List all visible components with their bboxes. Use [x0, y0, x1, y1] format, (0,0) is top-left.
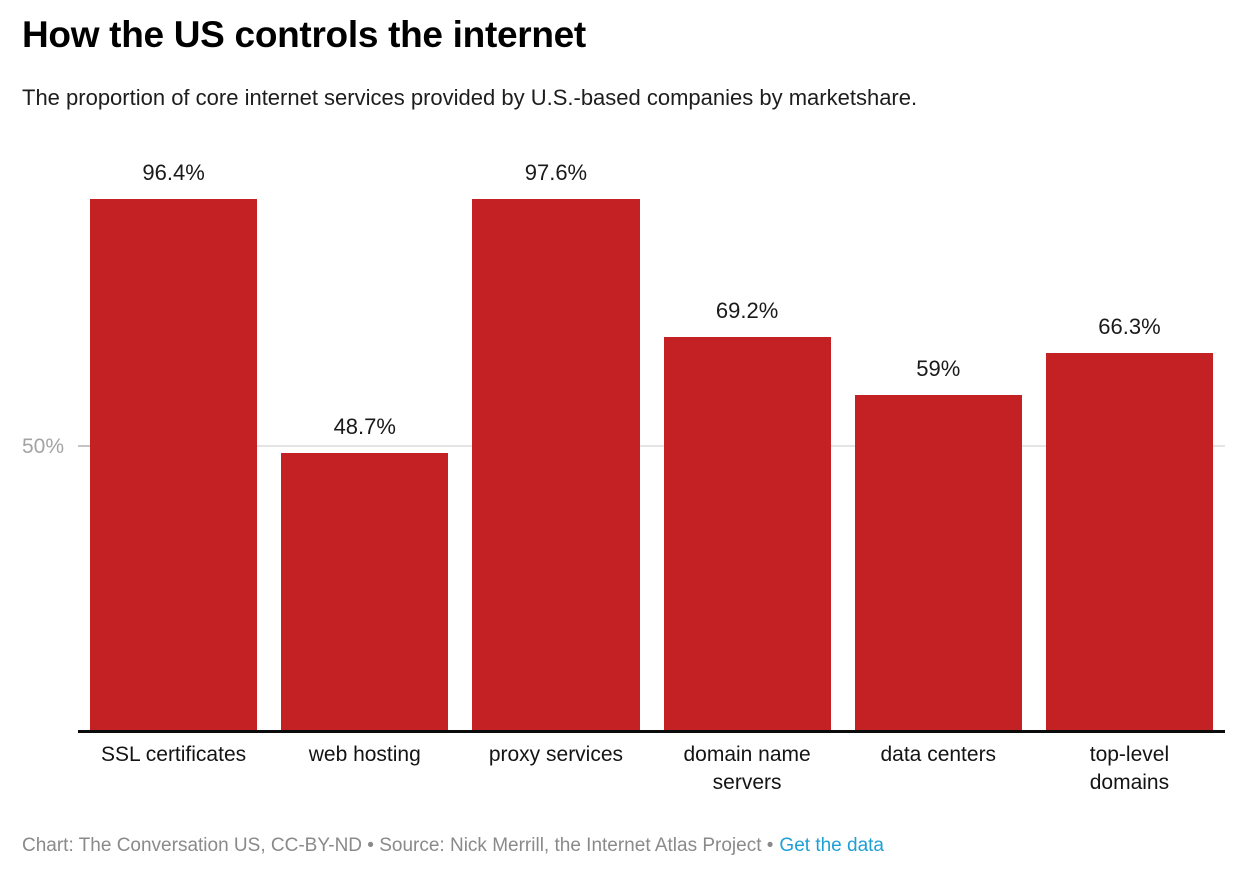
y-axis-label-50: 50% — [21, 435, 64, 458]
bar-data-centers — [854, 394, 1022, 731]
x-axis-labels: SSL certificates web hosting proxy service… — [78, 741, 1225, 797]
y-axis-tick-50 — [78, 445, 91, 447]
x-axis-line — [78, 730, 1225, 733]
gridline-50-percent — [78, 445, 1225, 447]
footer: Chart: The Conversation US, CC-BY-ND • S… — [22, 834, 884, 858]
bar-value-label: 97.6% — [524, 160, 588, 185]
x-axis-label-data-centers: data centers — [880, 743, 997, 766]
x-axis-label-web-hosting: web hosting — [308, 743, 421, 766]
bar-group-domain-name-servers: 69.2% — [652, 161, 843, 731]
bar-group-top-level-domains: 66.3% — [1034, 161, 1225, 731]
bar-value-label: 69.2% — [715, 297, 779, 323]
bar-value-label: 96.4% — [142, 160, 205, 185]
bar-domain-name-servers — [663, 336, 831, 731]
bar-web-hosting — [281, 453, 449, 731]
bar-proxy-services — [472, 199, 640, 731]
x-axis-label-top-level-domains: top-level domains — [1089, 743, 1170, 794]
bar-top-level-domains — [1045, 353, 1214, 731]
plot-area: 50% 96.4% 48.7% 97.6% 69.2% 59% 66.3% — [22, 161, 1225, 733]
bar-value-label: 59% — [916, 355, 961, 381]
get-the-data-link[interactable]: Get the data — [779, 835, 884, 856]
bar-group-data-centers: 59% — [843, 161, 1034, 731]
x-axis-label-proxy-services: proxy services — [488, 743, 624, 766]
bar-group-proxy-services: 97.6% — [460, 161, 651, 731]
bar-group-web-hosting: 48.7% — [269, 161, 460, 731]
bar-group-ssl-certificates: 96.4% — [78, 161, 269, 731]
chart-title: How the US controls the internet — [22, 14, 586, 55]
x-axis-label-ssl-certificates: SSL certificates — [101, 743, 247, 766]
bar-value-label: 48.7% — [333, 414, 396, 440]
bar-value-label: 66.3% — [1098, 314, 1161, 340]
chart-subtitle: The proportion of core internet services… — [22, 85, 918, 110]
footer-credit: Chart: The Conversation US, CC-BY-ND • S… — [22, 835, 774, 856]
bars-container: 96.4% 48.7% 97.6% 69.2% 59% 66.3% — [78, 161, 1225, 731]
x-axis-label-domain-name-servers: domain name servers — [683, 743, 811, 794]
bar-ssl-certificates — [90, 199, 258, 731]
